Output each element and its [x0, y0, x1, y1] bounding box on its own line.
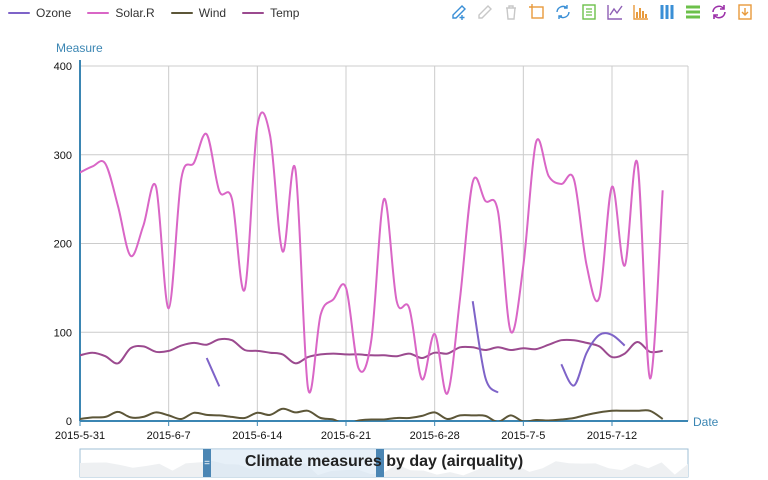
data-zoom-reset-icon[interactable]	[476, 3, 494, 21]
series-line-segment	[701, 397, 714, 412]
series-temp	[80, 337, 663, 365]
tiled-icon[interactable]	[684, 3, 702, 21]
legend-swatch	[87, 12, 110, 14]
x-axis-name: Date	[693, 415, 719, 429]
y-tick-label: 400	[54, 61, 72, 73]
legend-item-temp[interactable]: Temp	[242, 6, 299, 20]
series-wind	[80, 407, 664, 421]
legend-swatch	[242, 12, 265, 14]
legend: Ozone Solar.R Wind Temp	[8, 4, 299, 22]
legend-label: Solar.R	[115, 6, 155, 20]
legend-swatch	[170, 12, 193, 14]
x-tick-label: 2015-7-5	[501, 430, 545, 442]
data-zoom-handle-right[interactable]	[376, 449, 384, 477]
data-view-icon[interactable]	[528, 3, 546, 21]
save-icon[interactable]	[736, 3, 754, 21]
series-line-segment	[80, 407, 664, 421]
legend-item-solar-r[interactable]: Solar.R	[87, 6, 155, 20]
save-as-image-icon[interactable]	[580, 3, 598, 21]
series-line-segment	[751, 378, 764, 414]
data-zoom-window	[207, 449, 380, 477]
data-zoom-icon[interactable]	[450, 3, 468, 21]
legend-label: Wind	[198, 6, 227, 20]
x-tick-label: 2015-6-21	[321, 430, 371, 442]
line-chart-icon[interactable]	[606, 3, 624, 21]
y-tick-label: 100	[54, 327, 72, 339]
series-line-segment	[205, 357, 221, 387]
data-zoom-handle-left[interactable]	[203, 449, 211, 477]
legend-item-ozone[interactable]: Ozone	[8, 6, 71, 20]
bar-chart-icon[interactable]	[632, 3, 650, 21]
x-tick-label: 2015-7-12	[587, 430, 637, 442]
refresh-icon[interactable]	[710, 3, 728, 21]
legend-item-wind[interactable]: Wind	[170, 6, 227, 20]
x-tick-label: 2015-6-7	[147, 430, 191, 442]
x-tick-label: 2015-5-31	[55, 430, 105, 442]
series-solar-r	[80, 111, 664, 395]
y-tick-label: 300	[54, 150, 72, 162]
legend-label: Ozone	[36, 6, 72, 20]
clear-icon[interactable]	[502, 3, 520, 21]
restore-icon[interactable]	[554, 3, 572, 21]
x-tick-label: 2015-6-28	[410, 430, 460, 442]
x-tick-label: 2015-6-14	[232, 430, 282, 442]
series-line-segment	[560, 332, 626, 387]
toolbox	[450, 3, 754, 21]
legend-swatch	[8, 12, 30, 14]
series-ozone	[205, 301, 764, 414]
y-tick-label: 200	[54, 239, 72, 251]
legend-label: Temp	[270, 6, 300, 20]
series-line-segment	[80, 337, 663, 365]
series-line-segment	[471, 301, 499, 394]
data-zoom-grip-icon: =	[204, 458, 210, 469]
y-tick-label: 0	[66, 416, 72, 428]
y-axis-name: Measure	[56, 41, 103, 55]
stack-icon[interactable]	[658, 3, 676, 21]
series-line-segment	[80, 111, 664, 395]
